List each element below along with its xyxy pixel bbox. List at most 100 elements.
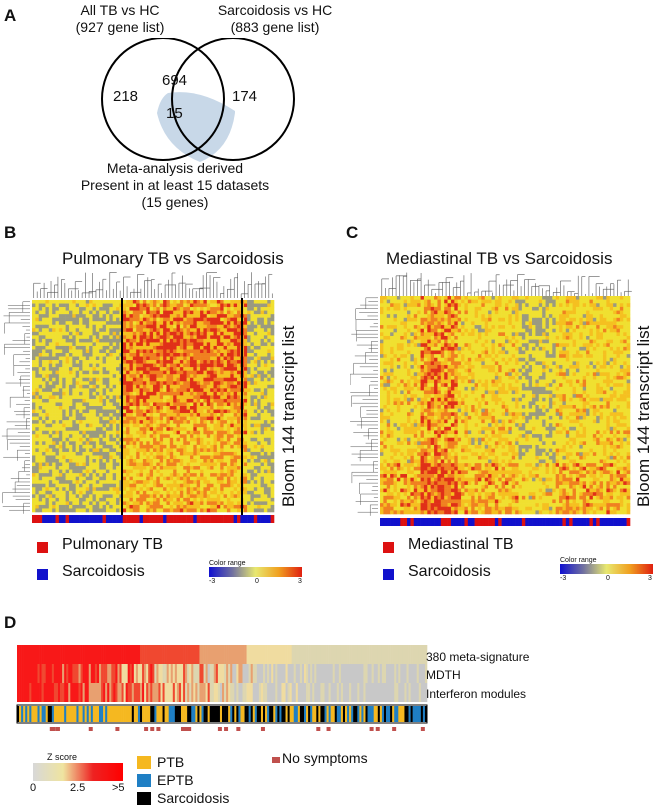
heatmap-cell xyxy=(213,480,218,485)
group-bar-cell xyxy=(52,515,56,523)
heatmap-cell xyxy=(82,413,87,417)
heatmap-cell xyxy=(552,296,556,300)
heatmap-cell xyxy=(216,328,221,333)
heatmap-cell xyxy=(52,391,56,396)
heatmap-cell xyxy=(250,423,255,428)
heatmap-cell xyxy=(45,356,50,361)
color-range-title-b: Color range xyxy=(209,560,246,567)
heatmap-cell xyxy=(65,338,70,343)
heatmap-cell xyxy=(596,299,600,304)
heatmap-cell xyxy=(250,374,255,379)
heatmap-cell xyxy=(72,441,76,446)
heatmap-cell xyxy=(112,444,117,449)
heatmap-cell xyxy=(548,299,553,304)
heatmap-cell xyxy=(58,423,63,428)
heatmap-cell xyxy=(126,466,130,470)
heatmap-cell xyxy=(58,363,63,368)
heatmap-cell xyxy=(132,328,137,333)
heatmap-cell xyxy=(237,455,241,460)
heatmap-cell xyxy=(65,303,70,308)
heatmap-cell xyxy=(477,303,482,308)
heatmap-cell xyxy=(230,416,234,421)
heatmap-cell xyxy=(75,423,80,428)
heatmap-cell xyxy=(116,490,120,495)
heatmap-cell xyxy=(68,444,73,449)
heatmap-cell xyxy=(230,384,234,389)
heatmap-cell xyxy=(58,342,63,347)
heatmap-cell xyxy=(257,367,261,371)
heatmap-cell xyxy=(223,409,228,414)
heatmap-cell xyxy=(200,451,204,456)
heatmap-cell xyxy=(68,402,73,407)
heatmap-cell xyxy=(122,353,127,357)
heatmap-cell xyxy=(179,473,184,477)
heatmap-cell xyxy=(237,363,241,368)
heatmap-cell xyxy=(99,441,103,446)
heatmap-cell xyxy=(122,483,127,488)
heatmap-cell xyxy=(206,476,211,481)
heatmap-cell xyxy=(75,451,80,456)
heatmap-cell xyxy=(220,444,224,449)
heatmap-cell xyxy=(203,388,208,393)
heatmap-cell xyxy=(156,324,161,329)
heatmap-cell xyxy=(440,303,445,308)
heatmap-cell xyxy=(613,296,617,300)
heatmap-cell xyxy=(243,314,248,318)
heatmap-cell xyxy=(173,441,177,446)
heatmap-cell xyxy=(173,483,177,488)
heatmap-cell xyxy=(206,473,211,477)
heatmap-cell xyxy=(166,391,171,396)
heatmap-cell xyxy=(85,374,90,379)
heatmap-cell xyxy=(72,501,76,506)
heatmap-cell xyxy=(250,501,255,506)
heatmap-cell xyxy=(250,363,255,368)
group-bar-cell xyxy=(189,515,194,523)
heatmap-cell xyxy=(159,430,164,435)
heatmap-cell xyxy=(122,501,127,506)
heatmap-cell xyxy=(45,331,50,336)
heatmap-cell xyxy=(99,504,103,509)
heatmap-cell xyxy=(65,402,70,407)
heatmap-cell xyxy=(186,409,191,414)
heatmap-cell xyxy=(112,466,117,470)
heatmap-cell xyxy=(62,356,66,361)
heatmap-cell xyxy=(515,296,519,300)
heatmap-cell xyxy=(153,370,157,375)
heatmap-cell xyxy=(139,360,144,364)
heatmap-cell xyxy=(253,508,258,513)
heatmap-cell xyxy=(263,420,268,424)
heatmap-cell xyxy=(32,459,36,463)
heatmap-cell xyxy=(270,508,275,513)
heatmap-cell xyxy=(146,342,150,347)
left-set-name: All TB vs HC xyxy=(80,2,160,18)
heatmap-cell xyxy=(186,377,191,382)
heatmap-cell xyxy=(237,444,241,449)
heatmap-cell xyxy=(230,374,234,379)
heatmap-cell xyxy=(95,300,100,304)
heatmap-cell xyxy=(179,402,184,407)
heatmap-cell xyxy=(99,335,103,340)
heatmap-cell xyxy=(122,455,127,460)
heatmap-cell xyxy=(257,402,261,407)
heatmap-cell xyxy=(159,469,164,474)
heatmap-cell xyxy=(42,328,46,333)
heatmap-cell xyxy=(196,367,201,371)
heatmap-cell xyxy=(189,395,194,400)
heatmap-cell xyxy=(380,296,384,300)
heatmap-cell xyxy=(112,420,117,424)
heatmap-cell xyxy=(169,381,174,386)
heatmap-cell xyxy=(176,473,181,477)
heatmap-cell xyxy=(243,462,248,467)
heatmap-cell xyxy=(32,363,36,368)
heatmap-cell xyxy=(243,370,248,375)
heatmap-cell xyxy=(65,360,70,364)
heatmap-cell xyxy=(203,338,208,343)
heatmap-cell xyxy=(89,353,93,357)
heatmap-cell xyxy=(132,345,137,350)
heatmap-cell xyxy=(464,303,469,308)
heatmap-cell xyxy=(132,459,137,463)
heatmap-cell xyxy=(226,483,231,488)
heatmap-cell xyxy=(58,349,63,354)
heatmap-cell xyxy=(260,444,265,449)
heatmap-cell xyxy=(85,317,90,322)
